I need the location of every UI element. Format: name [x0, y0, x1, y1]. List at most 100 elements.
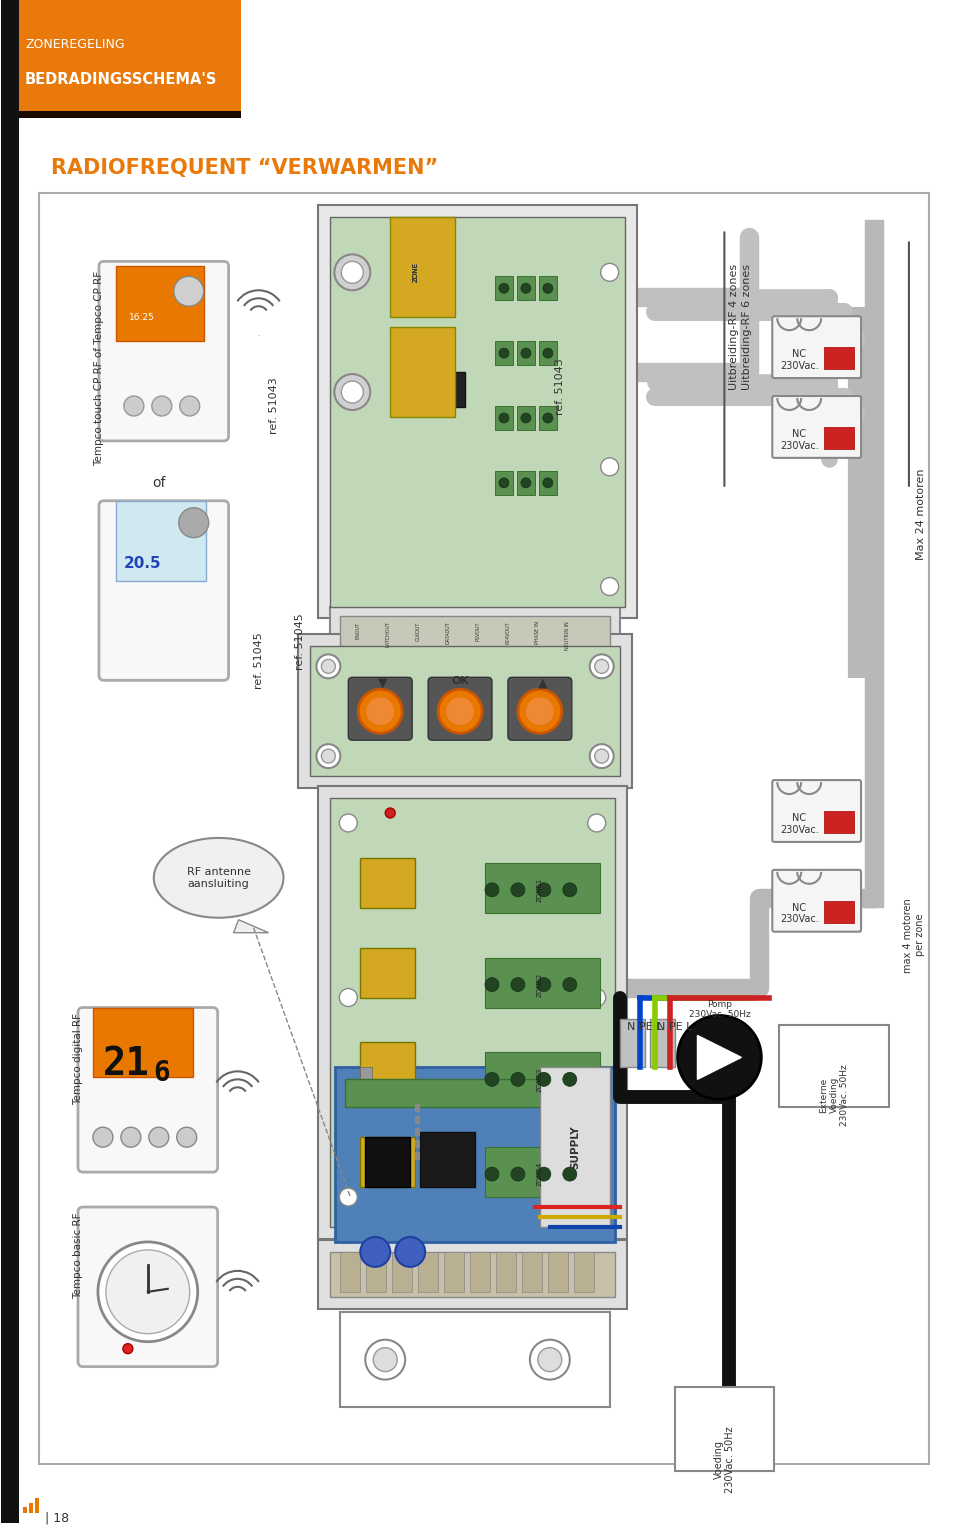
- Circle shape: [601, 577, 618, 596]
- Circle shape: [123, 1344, 132, 1353]
- Text: ref. 51045: ref. 51045: [296, 612, 305, 670]
- Bar: [367, 1252, 386, 1292]
- Bar: [330, 606, 619, 666]
- Bar: [393, 1252, 412, 1292]
- Text: of: of: [152, 476, 165, 490]
- Circle shape: [542, 284, 553, 293]
- Bar: [780, 1026, 889, 1107]
- Circle shape: [121, 1127, 141, 1147]
- Bar: [29, 1503, 33, 1513]
- FancyBboxPatch shape: [772, 780, 861, 841]
- Bar: [360, 1043, 415, 1092]
- Text: ref. 51043: ref. 51043: [555, 359, 564, 415]
- Bar: [330, 1252, 614, 1296]
- Bar: [430, 373, 465, 408]
- FancyBboxPatch shape: [772, 870, 861, 931]
- Bar: [574, 1252, 593, 1292]
- Bar: [330, 799, 614, 1228]
- Circle shape: [530, 1339, 570, 1379]
- Bar: [485, 863, 600, 913]
- Circle shape: [174, 276, 204, 307]
- Circle shape: [499, 284, 509, 293]
- Text: ZONE3: ZONE3: [537, 1067, 542, 1092]
- Circle shape: [589, 655, 613, 678]
- Bar: [330, 217, 625, 606]
- Bar: [539, 406, 557, 431]
- Bar: [1, 0, 241, 118]
- Bar: [496, 1252, 516, 1292]
- Circle shape: [152, 395, 172, 415]
- Circle shape: [511, 977, 525, 991]
- Circle shape: [322, 660, 335, 673]
- Circle shape: [180, 395, 200, 415]
- Circle shape: [322, 750, 335, 764]
- Text: Tempco digital RF: Tempco digital RF: [73, 1012, 83, 1104]
- Text: 6: 6: [153, 1060, 170, 1087]
- Text: Pomp
230Vac. 50Hz: Pomp 230Vac. 50Hz: [688, 1000, 751, 1019]
- Circle shape: [385, 808, 396, 818]
- Text: Tempco touch CP RF of Tempco CP RF: Tempco touch CP RF of Tempco CP RF: [94, 272, 104, 466]
- Bar: [650, 1020, 675, 1067]
- Text: ref. 51045: ref. 51045: [253, 632, 264, 689]
- Circle shape: [563, 1072, 577, 1086]
- Bar: [516, 341, 535, 365]
- Text: .: .: [257, 330, 260, 337]
- Circle shape: [485, 977, 499, 991]
- Text: CLKOUT: CLKOUT: [416, 621, 420, 641]
- Circle shape: [589, 744, 613, 768]
- Text: NC
230Vac.: NC 230Vac.: [780, 812, 819, 835]
- Text: ZONE1: ZONE1: [537, 878, 542, 902]
- Text: ▼: ▼: [378, 676, 388, 689]
- Circle shape: [339, 814, 357, 832]
- Ellipse shape: [154, 838, 283, 918]
- Circle shape: [124, 395, 144, 415]
- Circle shape: [317, 655, 341, 678]
- Circle shape: [373, 1348, 397, 1371]
- Text: SUPPLY: SUPPLY: [570, 1125, 580, 1170]
- Text: ZONE2: ZONE2: [537, 973, 542, 997]
- Bar: [619, 1020, 644, 1067]
- Bar: [444, 1252, 464, 1292]
- Text: ZONE4: ZONE4: [537, 1162, 542, 1186]
- Text: Voeding
230Vac. 50Hz: Voeding 230Vac. 50Hz: [713, 1426, 735, 1493]
- Circle shape: [542, 348, 553, 359]
- Bar: [39, 192, 929, 1464]
- Text: P24VOUT: P24VOUT: [505, 621, 511, 644]
- Circle shape: [601, 263, 618, 281]
- Circle shape: [521, 478, 531, 487]
- Bar: [1, 0, 19, 1524]
- Bar: [485, 957, 600, 1008]
- Circle shape: [334, 255, 371, 290]
- Polygon shape: [698, 1035, 741, 1080]
- FancyBboxPatch shape: [78, 1008, 218, 1173]
- Circle shape: [342, 261, 363, 284]
- Circle shape: [485, 883, 499, 896]
- Bar: [485, 1147, 600, 1197]
- Text: Externe
Voeding
230Vac. 50Hz: Externe Voeding 230Vac. 50Hz: [819, 1064, 849, 1125]
- Circle shape: [517, 689, 562, 733]
- Text: .: .: [165, 1060, 169, 1073]
- Bar: [539, 470, 557, 495]
- Circle shape: [98, 1241, 198, 1342]
- Bar: [366, 1138, 410, 1186]
- Bar: [495, 470, 513, 495]
- Bar: [495, 276, 513, 301]
- Circle shape: [526, 698, 554, 725]
- Bar: [341, 617, 610, 657]
- Circle shape: [93, 1127, 113, 1147]
- Circle shape: [106, 1251, 190, 1333]
- FancyBboxPatch shape: [428, 678, 492, 741]
- Circle shape: [511, 1072, 525, 1086]
- Bar: [390, 327, 455, 417]
- Text: 16:25: 16:25: [129, 313, 155, 322]
- Circle shape: [367, 698, 395, 725]
- Text: NC
230Vac.: NC 230Vac.: [780, 429, 819, 450]
- FancyBboxPatch shape: [99, 501, 228, 681]
- Bar: [824, 811, 854, 832]
- Bar: [36, 1498, 39, 1513]
- Circle shape: [511, 883, 525, 896]
- Circle shape: [537, 977, 551, 991]
- Bar: [548, 1252, 567, 1292]
- Bar: [360, 858, 415, 907]
- Bar: [420, 1132, 475, 1186]
